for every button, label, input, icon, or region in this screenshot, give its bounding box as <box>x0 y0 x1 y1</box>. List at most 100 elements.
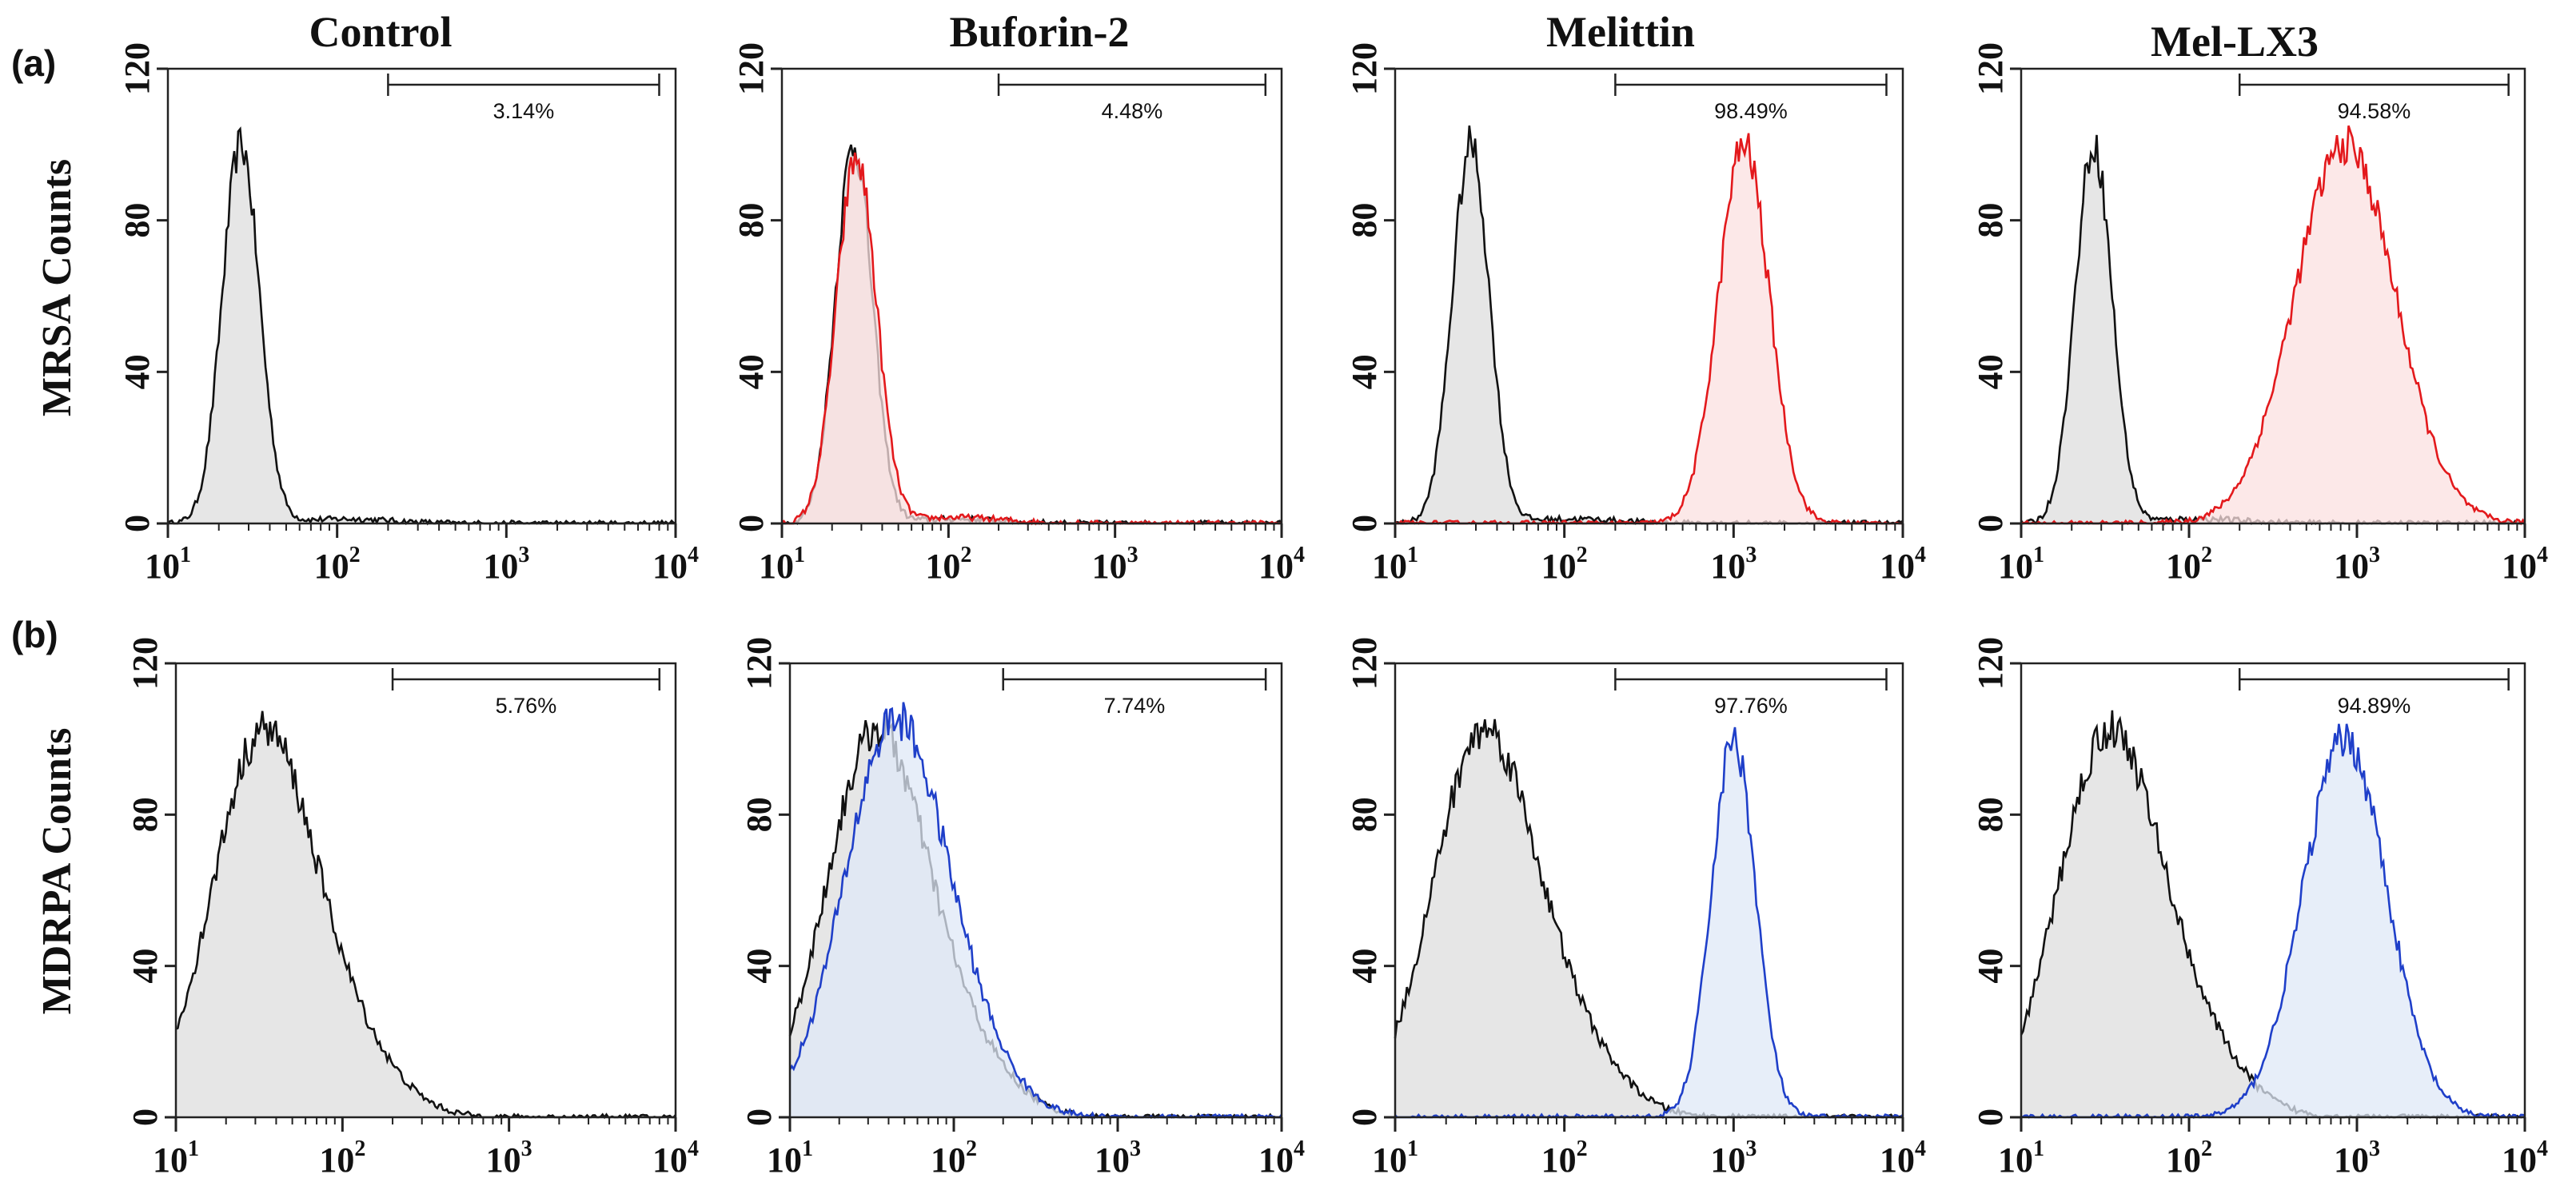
panel-b-melittin-xtick-label-1000: 103 <box>1710 1136 1757 1180</box>
panel-a-control-series-fill-control <box>168 129 676 523</box>
panel-b-buforin-2-xtick-label-100: 102 <box>931 1136 977 1180</box>
panel-b-control-ytick-label-40: 40 <box>126 949 165 984</box>
panel-b-melittin-ytick-label-0: 0 <box>1345 1108 1384 1126</box>
panel-b-buforin-2-xtick-label-10: 101 <box>767 1136 813 1180</box>
panel-a-control-ytick-label-0: 0 <box>118 515 157 532</box>
panel-a-mel-lx3-axes-frame <box>2020 67 2526 525</box>
panel-a-mel-lx3-ytick-label-120: 120 <box>1971 42 2010 95</box>
panel-a-mel-lx3-xtick-label-10000: 104 <box>2502 543 2548 586</box>
panel-a-control-xtick-label-100: 102 <box>314 543 361 586</box>
panel-b-control-gate-percentage: 5.76% <box>496 694 557 718</box>
panel-b-buforin-2-axes-frame <box>788 662 1283 1119</box>
panel-b-mel-lx3: 0 40 80 120 101 102 103 104 94.89% <box>1971 637 2548 1180</box>
panel-a-buforin-2-ytick-label-40: 40 <box>732 354 771 389</box>
column-title-buforin-2: Buforin-2 <box>949 8 1129 56</box>
panel-b-melittin-ytick-label-120: 120 <box>1345 637 1384 690</box>
panel-b-mel-lx3-series-fill-mel-lx3 <box>2021 723 2525 1117</box>
panel-a-melittin-ytick-label-80: 80 <box>1345 203 1384 238</box>
panel-a-buforin-2-ytick-label-0: 0 <box>732 515 771 532</box>
panel-a-melittin-ytick-label-0: 0 <box>1345 515 1384 532</box>
panel-b-control-ytick-label-0: 0 <box>126 1108 165 1126</box>
panel-a-mel-lx3-ytick-label-80: 80 <box>1971 203 2010 238</box>
panel-a-mel-lx3-xtick-label-100: 102 <box>2166 543 2212 586</box>
panel-a-buforin-2-xtick-label-10: 101 <box>759 543 805 586</box>
panel-a-melittin-ytick-label-40: 40 <box>1345 354 1384 389</box>
panel-a-control-ytick-label-80: 80 <box>118 203 157 238</box>
panel-b-buforin-2-ytick-label-80: 80 <box>740 797 779 832</box>
panel-a-buforin-2-gate-percentage: 4.48% <box>1102 99 1163 123</box>
panel-b-buforin-2-xtick-label-10000: 104 <box>1258 1136 1305 1180</box>
column-title-mel-lx3: Mel-LX3 <box>2151 18 2319 66</box>
panel-b-buforin-2-ytick-label-120: 120 <box>740 637 779 690</box>
panel-a-control-ytick-label-40: 40 <box>118 354 157 389</box>
panel-a-mel-lx3-gate-percentage: 94.58% <box>2338 99 2411 123</box>
panel-b-mel-lx3-xtick-label-1000: 103 <box>2334 1136 2380 1180</box>
panel-b-control-ytick-label-80: 80 <box>126 797 165 832</box>
panel-a-melittin-ytick-label-120: 120 <box>1345 42 1384 95</box>
panel-a-mel-lx3-series-fill-control <box>2021 134 2525 523</box>
panel-b-mel-lx3-series-fill-control <box>2021 710 2525 1117</box>
panel-a-buforin-2-xtick-label-10000: 104 <box>1258 543 1305 586</box>
column-title-control: Control <box>309 8 452 56</box>
panel-b-control-xtick-label-10: 101 <box>153 1136 199 1180</box>
panel-a-melittin: 0 40 80 120 101 102 103 104 98.49% <box>1345 42 1926 586</box>
panel-a-buforin-2-axes-frame <box>780 67 1283 525</box>
panel-a-mel-lx3: 0 40 80 120 101 102 103 104 94.58% <box>1971 42 2548 586</box>
panel-b-control-ytick-label-120: 120 <box>126 637 165 690</box>
panel-a-buforin-2-ytick-label-80: 80 <box>732 203 771 238</box>
panel-b-mel-lx3-xtick-label-100: 102 <box>2166 1136 2212 1180</box>
panel-b-control-series-fill-control <box>176 710 676 1117</box>
panel-b-mel-lx3-xtick-label-10000: 104 <box>2502 1136 2548 1180</box>
panel-b-control-series-line-control <box>175 710 677 1120</box>
panel-b-buforin-2-gate-percentage: 7.74% <box>1104 694 1166 718</box>
panel-b-melittin-xtick-label-10: 101 <box>1372 1136 1418 1180</box>
panel-b-mel-lx3-ytick-label-80: 80 <box>1971 797 2010 832</box>
panel-a-mel-lx3-xtick-label-1000: 103 <box>2334 543 2380 586</box>
panel-b-control-axes-frame <box>174 662 677 1119</box>
panel-a-buforin-2-xtick-label-1000: 103 <box>1092 543 1138 586</box>
panel-label-a: (a) <box>11 42 56 84</box>
panel-b-mel-lx3-axes-frame <box>2020 662 2526 1119</box>
panel-b-mel-lx3-xtick-label-10: 101 <box>1998 1136 2044 1180</box>
panel-b-melittin: 0 40 80 120 101 102 103 104 97.76% <box>1345 637 1926 1180</box>
panel-a-control-xtick-label-1000: 103 <box>483 543 529 586</box>
panel-b-control-xtick-label-1000: 103 <box>486 1136 532 1180</box>
panel-a-control-gate-percentage: 3.14% <box>493 99 555 123</box>
panel-b-buforin-2: 0 40 80 120 101 102 103 104 7.74% <box>740 637 1305 1180</box>
panel-a-melittin-xtick-label-10000: 104 <box>1880 543 1926 586</box>
panel-a-melittin-xtick-label-10: 101 <box>1372 543 1418 586</box>
panel-b-melittin-axes-frame <box>1394 662 1904 1119</box>
panel-a-mel-lx3-series-fill-mel-lx3 <box>2021 125 2525 524</box>
panel-b-buforin-2-ytick-label-40: 40 <box>740 949 779 984</box>
panel-b-buforin-2-ytick-label-0: 0 <box>740 1108 779 1126</box>
panel-b-melittin-xtick-label-100: 102 <box>1541 1136 1588 1180</box>
panel-a-mel-lx3-ytick-label-40: 40 <box>1971 354 2010 389</box>
panel-b-melittin-gate-percentage: 97.76% <box>1714 694 1788 718</box>
panel-b-control-xtick-label-100: 102 <box>319 1136 365 1180</box>
panel-a-melittin-gate-percentage: 98.49% <box>1714 99 1788 123</box>
panel-a-buforin-2: 0 40 80 120 101 102 103 104 4.48% <box>732 42 1305 586</box>
panel-b-mel-lx3-ytick-label-120: 120 <box>1971 637 2010 690</box>
panel-a-control-axes-frame <box>166 67 677 525</box>
panel-b-buforin-2-xtick-label-1000: 103 <box>1095 1136 1141 1180</box>
column-title-melittin: Melittin <box>1546 8 1695 56</box>
row-ylabel-mdrpa: MDRPA Counts <box>34 728 80 1015</box>
panel-b-mel-lx3-ytick-label-40: 40 <box>1971 949 2010 984</box>
panel-a-buforin-2-series-fill-buforin-2 <box>782 153 1282 523</box>
panel-a-control-ytick-label-120: 120 <box>118 42 157 95</box>
panel-a-control-xtick-label-10: 101 <box>145 543 191 586</box>
panel-a-melittin-xtick-label-1000: 103 <box>1710 543 1757 586</box>
panel-b-buforin-2-series-fill-buforin-2 <box>790 702 1282 1117</box>
panel-a-melittin-axes-frame <box>1394 67 1904 525</box>
panel-b-melittin-xtick-label-10000: 104 <box>1880 1136 1926 1180</box>
panel-a-control: 0 40 80 120 101 102 103 104 3.14% <box>118 42 699 586</box>
panel-b-melittin-ytick-label-80: 80 <box>1345 797 1384 832</box>
histogram-panels: 0 40 80 120 101 102 103 104 3.14% 0 40 80 120 101 102 1… <box>118 42 2548 1180</box>
panel-a-buforin-2-xtick-label-100: 102 <box>925 543 971 586</box>
panel-b-control: 0 40 80 120 101 102 103 104 5.76% <box>126 637 699 1180</box>
panel-b-melittin-ytick-label-40: 40 <box>1345 949 1384 984</box>
panel-a-mel-lx3-ytick-label-0: 0 <box>1971 515 2010 532</box>
panel-b-mel-lx3-ytick-label-0: 0 <box>1971 1108 2010 1126</box>
panel-a-melittin-series-fill-control <box>1395 125 1903 523</box>
